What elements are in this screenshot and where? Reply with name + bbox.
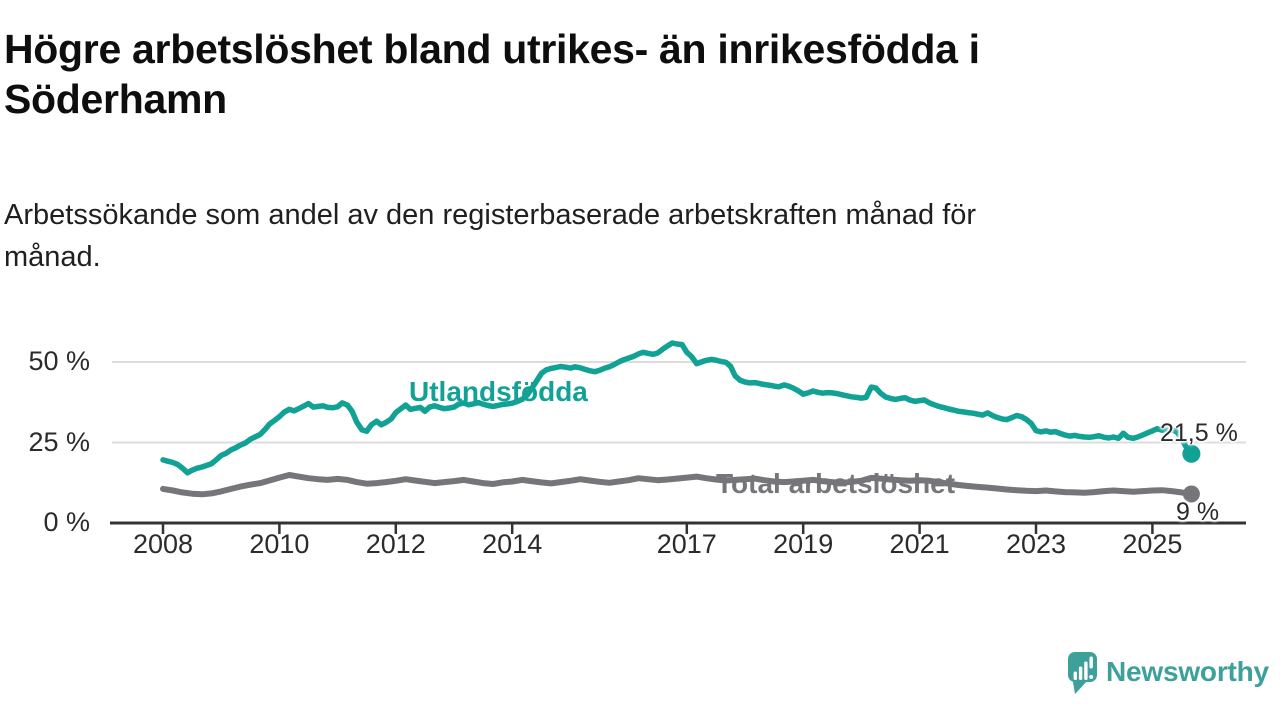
newsworthy-brand-text: Newsworthy	[1106, 656, 1269, 687]
x-tick-label: 2014	[482, 529, 543, 559]
x-tick-label: 2021	[889, 529, 950, 559]
x-tick-label: 2025	[1122, 529, 1183, 559]
x-tick-label: 2012	[365, 529, 426, 559]
x-tick-label: 2010	[249, 529, 310, 559]
x-axis-ticks	[161, 523, 1154, 534]
page-title-line-1: Högre arbetslöshet bland utrikes- än inr…	[4, 26, 980, 72]
newsworthy-logo-icon	[1068, 652, 1097, 694]
page-subtitle: Arbetssökande som andel av den registerb…	[4, 194, 1224, 278]
y-tick-label: 0 %	[43, 507, 90, 537]
x-tick-label: 2017	[656, 529, 717, 559]
page-subtitle-line-1: Arbetssökande som andel av den registerb…	[4, 199, 977, 231]
series-end-dot-utlandsfodda	[1182, 444, 1201, 463]
page-title-line-2: Söderhamn	[4, 76, 227, 122]
end-value-label-total: 9 %	[1176, 498, 1220, 526]
series-label-total-arbetsloshet: Total arbetslöshet	[716, 468, 956, 499]
page-title: Högre arbetslöshet bland utrikes- än inr…	[4, 24, 1254, 124]
x-tick-label: 2023	[1005, 529, 1067, 559]
end-value-label-utlandsfodda: 21,5 %	[1160, 419, 1238, 447]
x-tick-label: 2008	[132, 529, 194, 559]
series-line-total-arbetsloshet	[160, 472, 1195, 498]
y-tick-label: 50 %	[28, 346, 90, 376]
y-tick-label: 25 %	[28, 426, 90, 457]
gridlines	[112, 361, 1246, 444]
x-tick-label: 2019	[773, 529, 834, 559]
series-label-utlandsfodda: Utlandsfödda	[409, 376, 588, 407]
series-line-utlandsfodda	[160, 340, 1195, 476]
series-end-dot-total	[1182, 485, 1200, 503]
page-subtitle-line-2: månad.	[4, 241, 101, 273]
